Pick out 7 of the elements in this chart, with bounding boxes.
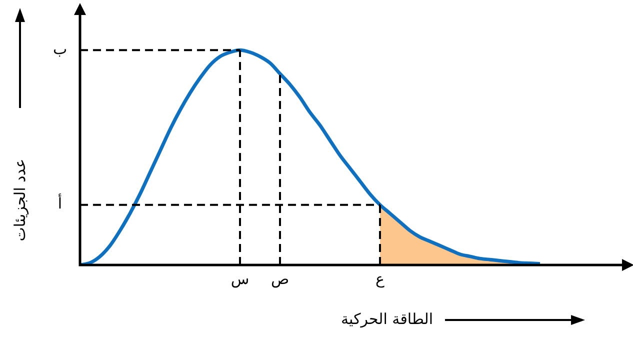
- x-tick-label: ص: [270, 270, 290, 288]
- ref-line-label: أ: [58, 194, 62, 213]
- x-tick-label: س: [230, 270, 250, 288]
- ref-line-label: ب: [52, 40, 68, 58]
- y-axis-title: عدد الجزيئات: [11, 158, 29, 242]
- x-axis-title: الطاقة الحركية: [341, 310, 433, 328]
- x-tick-label: ع: [376, 270, 385, 288]
